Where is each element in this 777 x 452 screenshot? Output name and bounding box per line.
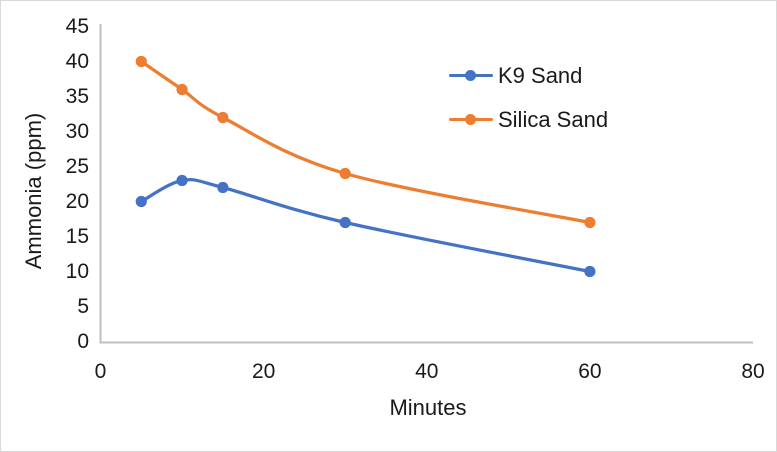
line-marker-swatch-icon bbox=[449, 105, 493, 135]
y-axis-title: Ammonia (ppm) bbox=[21, 112, 46, 270]
x-tick-label: 40 bbox=[415, 360, 439, 383]
x-tick-label: 80 bbox=[741, 360, 765, 383]
data-point-marker bbox=[176, 174, 188, 187]
y-tick-label: 35 bbox=[65, 84, 89, 108]
legend: K9 Sand Silica Sand bbox=[449, 61, 608, 135]
y-tick-label: 10 bbox=[65, 259, 89, 283]
y-tick-label: 45 bbox=[65, 14, 89, 38]
y-tick-label: 15 bbox=[65, 224, 89, 248]
y-tick-label: 30 bbox=[65, 119, 89, 143]
legend-label: K9 Sand bbox=[498, 63, 583, 88]
x-tick-label: 20 bbox=[251, 360, 276, 383]
data-point-marker bbox=[584, 265, 596, 278]
data-point-marker bbox=[176, 83, 188, 96]
data-point-marker bbox=[339, 216, 351, 229]
line-marker-swatch-icon bbox=[449, 61, 493, 91]
data-point-marker bbox=[217, 111, 229, 124]
legend-item-k9-sand: K9 Sand bbox=[449, 61, 608, 91]
series-line-0 bbox=[139, 178, 592, 274]
y-tick-label: 0 bbox=[77, 329, 89, 353]
y-tick-label: 5 bbox=[77, 294, 89, 318]
x-axis-title: Minutes bbox=[389, 395, 467, 420]
y-tick-label: 25 bbox=[65, 154, 89, 178]
legend-label: Silica Sand bbox=[498, 107, 609, 132]
legend-item-silica-sand: Silica Sand bbox=[449, 105, 608, 135]
x-tick-label: 60 bbox=[578, 360, 602, 383]
data-point-marker bbox=[135, 195, 147, 208]
data-point-marker bbox=[217, 181, 229, 194]
y-tick-label: 20 bbox=[65, 189, 89, 213]
data-point-marker bbox=[339, 167, 351, 180]
y-tick-label: 40 bbox=[65, 49, 89, 73]
data-point-marker bbox=[135, 55, 147, 68]
x-tick-label: 0 bbox=[94, 360, 107, 383]
data-point-marker bbox=[584, 216, 596, 229]
